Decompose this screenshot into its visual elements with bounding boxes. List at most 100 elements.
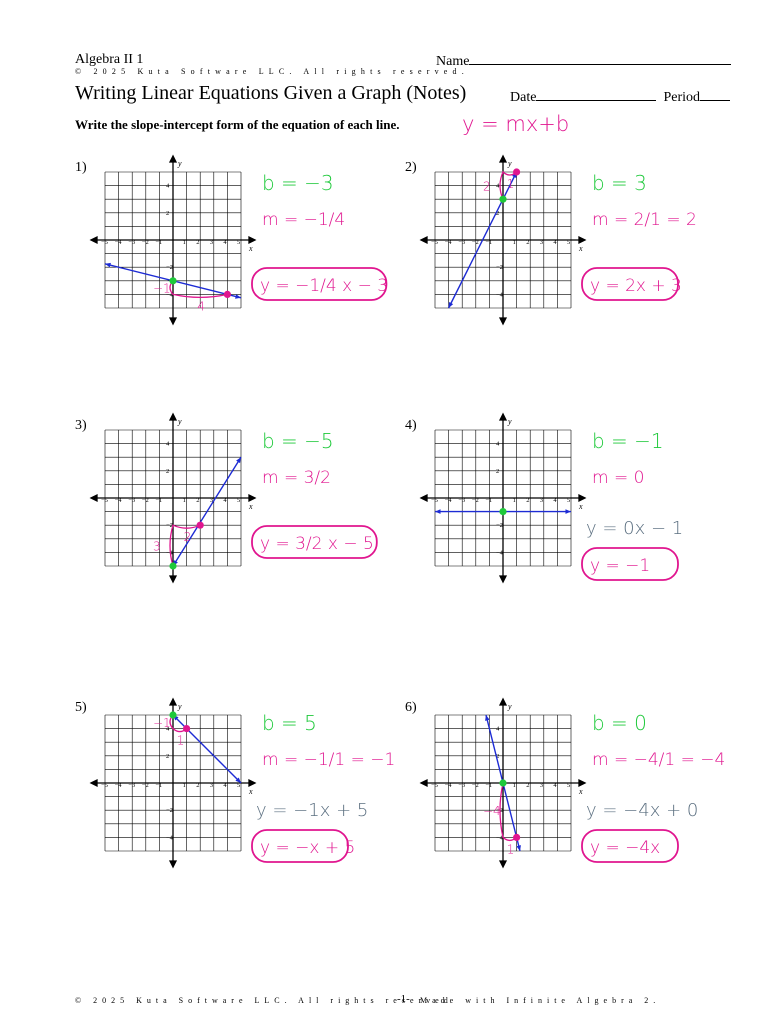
x-tick-label: −2 — [142, 239, 149, 246]
answer-equation: y = −1/4 x − 3 — [260, 276, 388, 296]
x-tick-label: 5 — [237, 239, 240, 246]
line-arrowhead — [235, 294, 241, 299]
problem-number: 1) — [75, 160, 87, 175]
x-tick-label: 5 — [567, 782, 570, 789]
x-tick-label: −3 — [128, 497, 135, 504]
x-tick-label: 4 — [223, 239, 227, 246]
x-tick-label: 3 — [210, 497, 213, 504]
answer-circle — [581, 547, 679, 581]
x-axis-label: x — [578, 502, 583, 511]
y-intercept-note: b = −1 — [592, 429, 664, 453]
y-tick-label: 2 — [496, 210, 499, 217]
x-tick-label: −1 — [155, 239, 162, 246]
line-arrowhead — [236, 457, 241, 464]
x-tick-label: −4 — [445, 497, 453, 504]
run-label: 1 — [507, 177, 515, 191]
x-tick-label: 4 — [223, 782, 227, 789]
x-tick-label: −5 — [431, 497, 438, 504]
axes — [419, 412, 587, 584]
axes — [419, 154, 587, 326]
answer-equation: y = −4x — [590, 838, 660, 858]
course-name: Algebra II 1 — [75, 52, 144, 67]
answer-equation: y = −1 — [590, 556, 650, 576]
slope-point — [183, 725, 191, 733]
y-tick-label: 4 — [496, 183, 500, 190]
rise-label: −1 — [153, 282, 171, 296]
x-tick-label: 2 — [196, 497, 199, 504]
x-tick-label: 1 — [513, 782, 516, 789]
x-tick-label: −3 — [458, 239, 465, 246]
slope-note: m = 0 — [592, 468, 644, 488]
y-tick-label: 2 — [166, 753, 169, 760]
x-tick-label: 5 — [567, 239, 570, 246]
graph-line — [172, 456, 242, 567]
problem-number: 5) — [75, 700, 87, 715]
x-tick-label: −1 — [485, 497, 492, 504]
y-tick-label: 2 — [166, 210, 169, 217]
problem-number: 4) — [405, 418, 417, 433]
slope-bracket — [499, 782, 518, 842]
run-label: 2 — [184, 530, 192, 544]
slope-note: m = 3/2 — [262, 468, 331, 488]
x-axis-label: x — [248, 502, 253, 511]
run-label: 1 — [507, 842, 515, 856]
x-tick-label: 2 — [526, 782, 529, 789]
line-arrowhead — [516, 845, 521, 851]
y-tick-label: −2 — [166, 264, 173, 271]
y-axis-label: y — [177, 159, 182, 168]
x-tick-label: 2 — [526, 497, 529, 504]
x-tick-label: 4 — [553, 239, 557, 246]
answer-equation: y = 3/2 x − 5 — [260, 534, 374, 554]
rise-label: 3 — [153, 540, 161, 554]
y-axis-label: y — [507, 159, 512, 168]
x-axis-label: x — [578, 787, 583, 796]
x-tick-label: −4 — [445, 782, 453, 789]
y-axis-label: y — [507, 702, 512, 711]
x-tick-label: −5 — [431, 782, 438, 789]
date-blank[interactable] — [536, 88, 657, 101]
slope-note: m = −1/1 = −1 — [262, 750, 395, 770]
x-tick-label: −5 — [101, 782, 108, 789]
x-tick-label: −4 — [445, 239, 453, 246]
y-intercept-note: b = −3 — [262, 171, 334, 195]
x-tick-label: −3 — [128, 239, 135, 246]
y-tick-label: −2 — [496, 522, 503, 529]
x-tick-label: −2 — [472, 782, 479, 789]
x-tick-label: 2 — [196, 239, 199, 246]
x-tick-label: 5 — [237, 497, 240, 504]
axes — [89, 412, 257, 584]
line-arrowhead — [435, 509, 441, 514]
y-axis-label: y — [507, 417, 512, 426]
x-axis-label: x — [578, 244, 583, 253]
x-tick-label: −1 — [155, 782, 162, 789]
x-tick-label: −5 — [431, 239, 438, 246]
line-arrowhead — [448, 302, 454, 308]
instruction-annotation: y = mx+b — [462, 112, 569, 136]
x-tick-label: −1 — [155, 497, 162, 504]
x-tick-label: −2 — [472, 239, 479, 246]
y-tick-label: −2 — [166, 807, 173, 814]
name-field[interactable]: Name — [436, 52, 732, 70]
x-tick-label: −3 — [458, 497, 465, 504]
x-tick-label: −1 — [485, 239, 492, 246]
slope-point — [223, 290, 231, 298]
line-arrowhead — [485, 715, 490, 721]
period-blank[interactable] — [700, 88, 730, 101]
x-tick-label: 3 — [540, 497, 543, 504]
footer-made-with: Made with Infinite Algebra 2. — [420, 996, 661, 1005]
name-blank[interactable] — [469, 52, 732, 65]
date-period-fields: Date Period — [510, 88, 730, 106]
period-label: Period — [663, 90, 700, 105]
y-tick-label: 4 — [166, 726, 170, 733]
slope-note: m = −1/4 — [262, 210, 345, 230]
y-tick-label: −4 — [166, 834, 174, 841]
problem-number: 6) — [405, 700, 417, 715]
line-arrowhead — [565, 509, 571, 514]
y-tick-label: −4 — [496, 291, 504, 298]
answer-equation: y = −x + 5 — [260, 838, 355, 858]
x-tick-label: −2 — [142, 497, 149, 504]
